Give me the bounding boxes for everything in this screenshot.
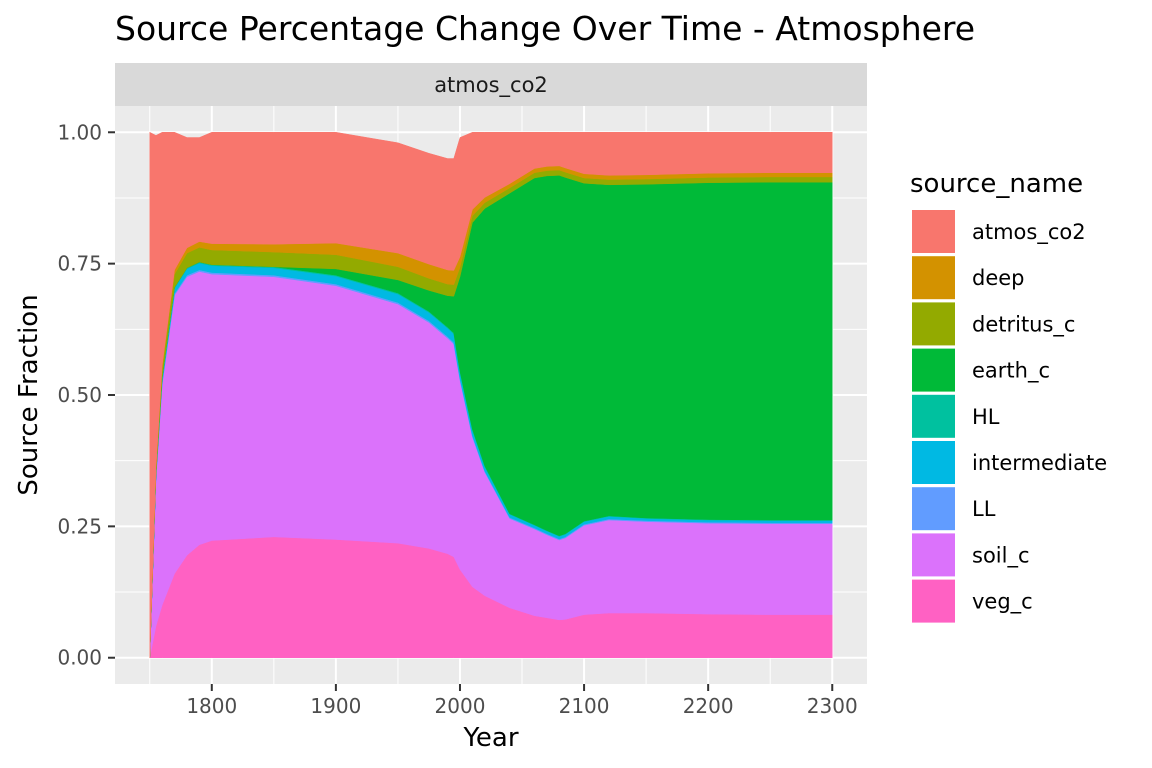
legend-label-atmos-co2: atmos_co2 bbox=[972, 220, 1086, 245]
legend-swatch-earth-c bbox=[912, 348, 955, 392]
legend-title: source_name bbox=[910, 169, 1083, 199]
facet-strip-label: atmos_co2 bbox=[434, 73, 548, 98]
facet-strip bbox=[115, 63, 867, 106]
legend-label-hl: HL bbox=[972, 405, 1000, 429]
legend-swatch-deep bbox=[912, 256, 955, 300]
x-tick-label: 2200 bbox=[683, 694, 734, 718]
area-layers bbox=[149, 131, 833, 658]
legend-swatch-veg-c bbox=[912, 579, 955, 623]
legend-swatch-intermediate bbox=[912, 441, 955, 484]
legend-label-deep: deep bbox=[972, 266, 1025, 290]
x-tick-label: 2100 bbox=[559, 694, 610, 718]
legend-label-veg-c: veg_c bbox=[972, 590, 1033, 615]
legend-swatch-ll bbox=[912, 487, 955, 531]
x-tick-label: 1900 bbox=[310, 694, 361, 718]
chart-title: Source Percentage Change Over Time - Atm… bbox=[115, 9, 975, 48]
legend-swatch-atmos-co2 bbox=[912, 210, 955, 253]
legend-swatch-hl bbox=[912, 394, 955, 438]
x-tick-label: 2300 bbox=[807, 694, 858, 718]
x-tick-label: 2000 bbox=[435, 694, 486, 718]
x-axis-label: Year bbox=[462, 723, 518, 753]
legend-swatch-soil-c bbox=[912, 533, 955, 577]
y-tick-label: 0.75 bbox=[57, 252, 102, 276]
y-tick-label: 1.00 bbox=[57, 120, 102, 144]
legend-label-detritus-c: detritus_c bbox=[972, 312, 1075, 337]
y-tick-label: 0.50 bbox=[57, 383, 102, 407]
y-tick-label: 0.25 bbox=[57, 514, 102, 538]
legend-label-ll: LL bbox=[972, 497, 996, 521]
area-atmos-co2 bbox=[149, 131, 833, 658]
legend-label-intermediate: intermediate bbox=[972, 451, 1107, 475]
legend-label-earth-c: earth_c bbox=[972, 359, 1050, 384]
legend-swatch-detritus-c bbox=[912, 302, 955, 346]
axis-ticks: 0.00 0.25 0.50 0.75 1.00 1800 1900 2000 2100 2200… bbox=[57, 120, 857, 718]
x-tick-label: 1800 bbox=[186, 694, 237, 718]
legend-label-soil-c: soil_c bbox=[972, 543, 1030, 568]
y-tick-label: 0.00 bbox=[57, 646, 102, 670]
y-axis-label: Source Fraction bbox=[14, 294, 44, 495]
